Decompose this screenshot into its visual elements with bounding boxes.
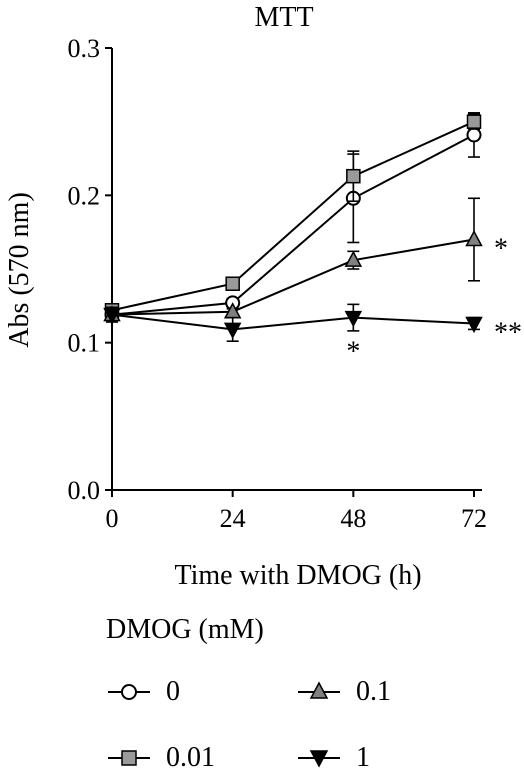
y-tick-label: 0.1 [68,329,101,358]
significance-mark: * [346,337,360,368]
data-point [225,276,240,291]
legend-item-0.1: 0.1 [296,672,391,712]
x-tick-label: 0 [106,504,119,533]
legend-item-1: 1 [296,738,370,778]
series-1 [103,303,483,342]
x-axis-label: Time with DMOG (h) [174,560,421,591]
data-point [466,127,482,143]
y-tick-label: 0.2 [68,181,101,210]
series-line [111,134,475,316]
legend-item-0: 0 [106,672,180,712]
data-point [344,250,363,267]
x-tick-label: 24 [220,504,246,533]
series-line [111,120,475,312]
legend-title: DMOG (mM) [106,614,264,645]
x-tick-label: 48 [340,504,366,533]
data-point [223,322,242,339]
series-0.1 [103,197,483,322]
legend-label: 0 [166,676,180,707]
y-axis-label: Abs (570 nm) [4,192,35,348]
data-point [465,316,483,334]
data-point [344,310,363,328]
legend-marker-triangle-down-icon [298,750,340,768]
data-point [466,114,482,129]
series-layer [103,112,483,342]
series-line [111,238,475,316]
data-point [103,307,121,325]
chart-title: MTT [254,2,313,33]
legend-label: 0.1 [356,676,391,707]
axes: 0.0 0.1 0.2 0.3 0 24 48 72 [68,34,488,533]
data-point [465,229,483,247]
significance-mark: ** [494,318,522,349]
y-tick-label: 0.0 [68,476,101,505]
legend-label: 1 [356,742,370,773]
y-tick-label: 0.3 [68,34,101,63]
series-line [111,313,475,331]
data-point [346,168,361,184]
legend-marker-circle-icon [108,684,150,700]
legend-marker-square-icon [108,750,150,766]
significance-mark: * [494,234,508,265]
annotation-layer: **** [346,234,522,368]
legend-label: 0.01 [166,742,215,773]
x-tick-label: 72 [461,504,487,533]
legend-item-0.01: 0.01 [106,738,215,778]
legend-marker-triangle-up-icon [298,681,340,699]
